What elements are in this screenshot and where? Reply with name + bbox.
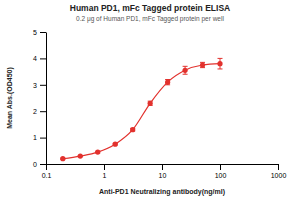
x-tick-label: 10 — [159, 172, 167, 179]
y-tick-label: 5 — [33, 29, 37, 36]
y-tick-mark — [40, 164, 46, 165]
x-tick: 1 — [103, 164, 107, 179]
error-bar — [165, 80, 170, 85]
point — [165, 80, 170, 85]
x-tick: 1000 — [271, 164, 287, 179]
y-tick-label: 0 — [33, 161, 37, 168]
y-tick: 5 — [33, 29, 46, 36]
x-axis-title: Anti-PD1 Neutralizing antibody(ng/ml) — [99, 188, 225, 196]
y-tick-label: 3 — [33, 82, 37, 89]
point — [182, 68, 187, 73]
y-axis-title: Mean Abs.(OD450) — [6, 67, 14, 129]
x-tick-mark — [104, 164, 105, 170]
y-tick-mark — [40, 32, 46, 33]
point — [148, 101, 153, 106]
title: Human PD1, mFc Tagged protein ELISA — [70, 3, 230, 13]
y-tick-mark — [40, 58, 46, 59]
point — [95, 150, 100, 155]
error-bar-cap — [183, 66, 188, 67]
plot-area: 0.1 1 10 100 1000 0 1 2 3 4 5 — [33, 29, 286, 179]
point — [217, 61, 222, 66]
chart: 0.1 1 10 100 1000 0 1 2 3 4 5 Human PD1, mFc Tagged… — [0, 0, 300, 200]
x-tick-mark — [278, 164, 279, 170]
curve — [63, 64, 220, 159]
y-tick-mark — [40, 85, 46, 86]
y-tick-mark — [40, 138, 46, 139]
error-bar — [218, 58, 223, 69]
marks — [60, 58, 222, 161]
subtitle: 0.2 μg of Human PD1, mFc Tagged protein … — [76, 15, 224, 23]
point — [200, 62, 205, 67]
point — [78, 153, 83, 158]
x-tick-mark — [46, 164, 47, 170]
y-tick: 4 — [33, 55, 46, 62]
x-tick-label: 1 — [103, 172, 107, 179]
y-tick: 2 — [33, 108, 46, 115]
y-tick: 1 — [33, 134, 46, 141]
x-tick-mark — [162, 164, 163, 170]
y-tick: 0 — [33, 161, 46, 168]
error-bar-cap — [218, 58, 223, 59]
point — [130, 127, 135, 132]
x-tick: 10 — [159, 164, 167, 179]
x-tick-label: 0.1 — [42, 172, 52, 179]
y-tick: 3 — [33, 82, 46, 89]
x-tick-label: 1000 — [271, 172, 287, 179]
y-axis-line — [46, 33, 47, 165]
x-tick: 100 — [215, 164, 227, 179]
y-tick-label: 2 — [33, 108, 37, 115]
point — [60, 156, 65, 161]
point — [113, 142, 118, 147]
y-tick-label: 4 — [33, 55, 37, 62]
error-bar — [200, 62, 205, 67]
x-tick: 0.1 — [42, 164, 52, 179]
x-tick-mark — [220, 164, 221, 170]
error-bar — [148, 101, 153, 105]
error-bar — [183, 66, 188, 74]
y-tick-mark — [40, 111, 46, 112]
y-tick-label: 1 — [33, 134, 37, 141]
error-bar-cap — [218, 68, 223, 69]
x-axis: 0.1 1 10 100 1000 — [42, 164, 287, 179]
y-axis: 0 1 2 3 4 5 — [33, 29, 46, 168]
error-bar-cap — [183, 74, 188, 75]
x-tick-label: 100 — [215, 172, 227, 179]
